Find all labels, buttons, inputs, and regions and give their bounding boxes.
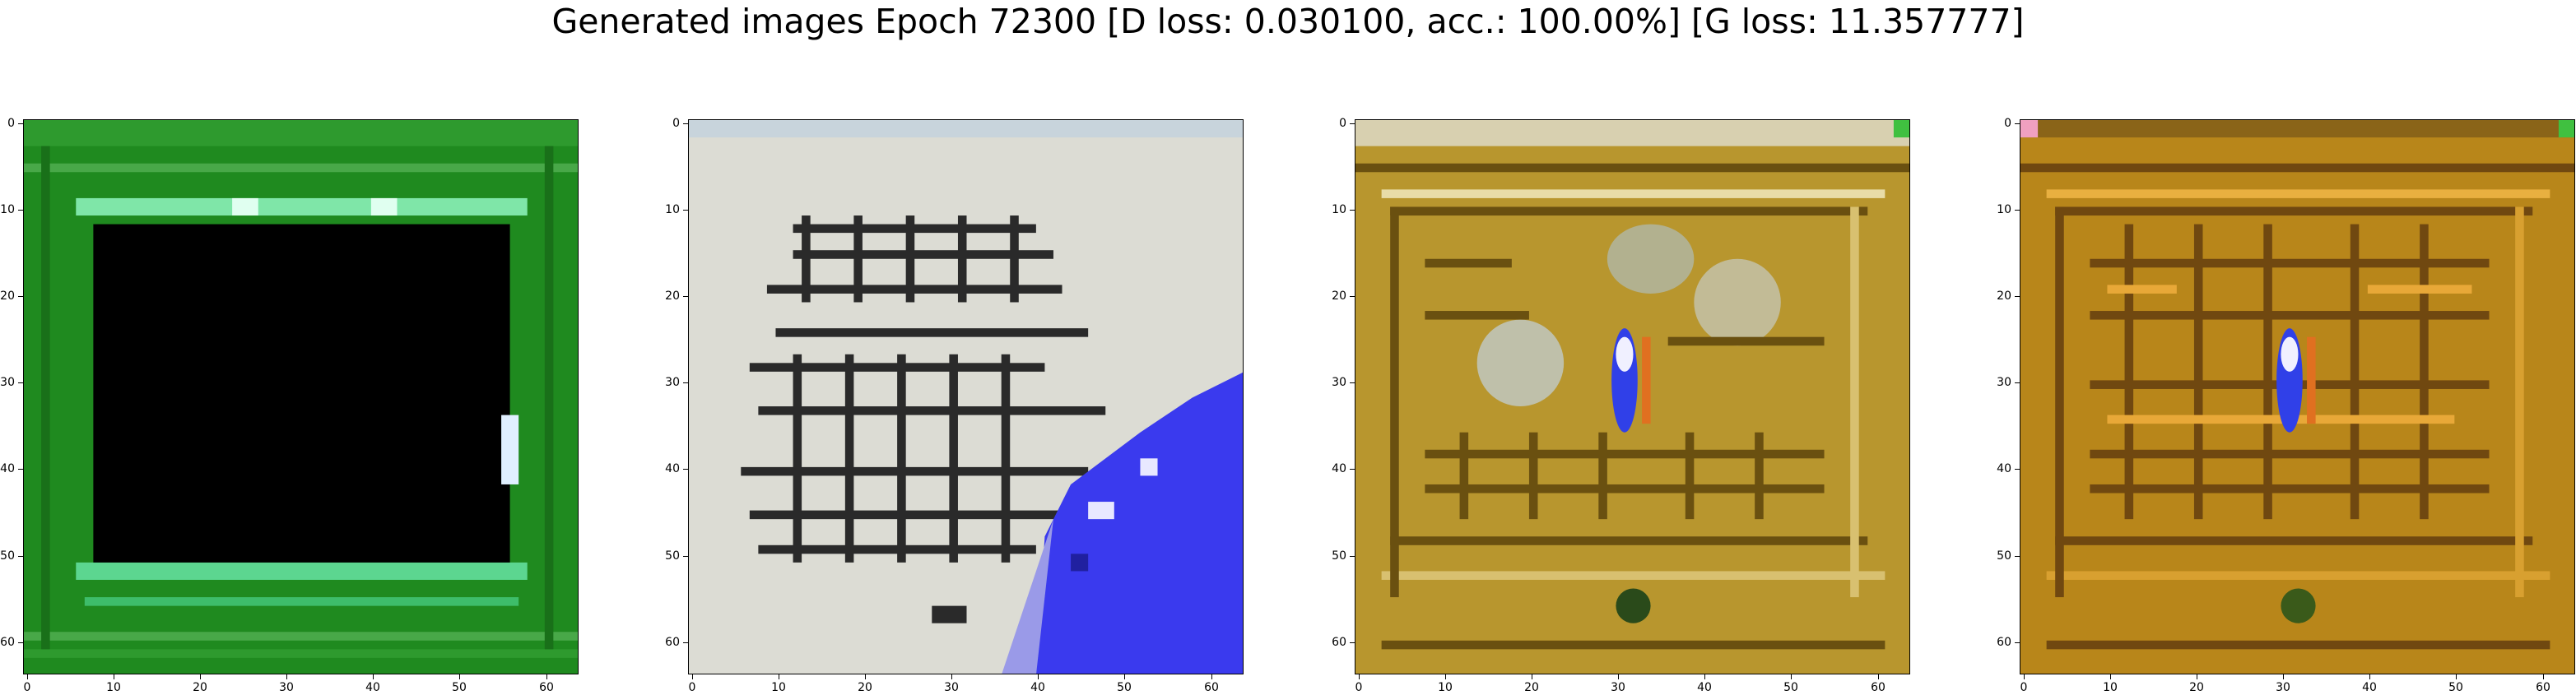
x-tick: 10 bbox=[2094, 674, 2127, 693]
x-tick: 20 bbox=[1515, 674, 1548, 693]
x-tick: 50 bbox=[2439, 674, 2472, 693]
x-tick: 60 bbox=[1195, 674, 1228, 693]
y-tick: 30 bbox=[0, 377, 23, 388]
y-tick: 20 bbox=[1978, 290, 2020, 302]
y-tick: 30 bbox=[1314, 377, 1355, 388]
golden-grid-blue-spot-image bbox=[1355, 120, 1909, 674]
y-tick: 0 bbox=[1978, 118, 2020, 129]
y-tick: 50 bbox=[647, 550, 688, 562]
y-tick: 60 bbox=[1314, 637, 1355, 648]
image-axes-1 bbox=[23, 119, 579, 674]
y-tick: 20 bbox=[0, 290, 23, 302]
sample-panel-4: 0 10 20 30 40 50 60 0 10 20 30 40 50 60 bbox=[1997, 118, 2575, 693]
x-tick: 0 bbox=[2007, 674, 2040, 693]
y-tick: 20 bbox=[647, 290, 688, 302]
x-tick: 30 bbox=[270, 674, 303, 693]
y-tick: 20 bbox=[1314, 290, 1355, 302]
y-tick: 40 bbox=[647, 463, 688, 475]
y-tick: 50 bbox=[1978, 550, 2020, 562]
x-tick: 20 bbox=[849, 674, 881, 693]
y-tick: 40 bbox=[0, 463, 23, 475]
image-axes-4 bbox=[2020, 119, 2575, 674]
x-tick: 10 bbox=[97, 674, 130, 693]
y-tick: 50 bbox=[0, 550, 23, 562]
x-tick: 40 bbox=[1688, 674, 1721, 693]
x-tick: 30 bbox=[2267, 674, 2299, 693]
x-tick: 60 bbox=[1862, 674, 1895, 693]
y-tick: 0 bbox=[0, 118, 23, 129]
image-axes-3 bbox=[1355, 119, 1910, 674]
y-tick: 30 bbox=[647, 377, 688, 388]
y-tick: 40 bbox=[1314, 463, 1355, 475]
x-tick: 0 bbox=[11, 674, 44, 693]
x-tick: 10 bbox=[762, 674, 795, 693]
x-tick: 50 bbox=[443, 674, 476, 693]
image-axes-2 bbox=[688, 119, 1244, 674]
y-tick: 60 bbox=[647, 637, 688, 648]
x-tick: 20 bbox=[184, 674, 216, 693]
y-tick: 10 bbox=[0, 204, 23, 215]
x-tick: 30 bbox=[935, 674, 968, 693]
y-tick: 60 bbox=[1978, 637, 2020, 648]
y-tick: 10 bbox=[647, 204, 688, 215]
y-tick: 40 bbox=[1978, 463, 2020, 475]
x-tick: 60 bbox=[2527, 674, 2560, 693]
y-tick: 50 bbox=[1314, 550, 1355, 562]
sample-panel-2: 0 10 20 30 40 50 60 0 10 20 30 40 50 60 bbox=[665, 118, 1244, 693]
sample-panel-3: 0 10 20 30 40 50 60 0 10 20 30 40 50 60 bbox=[1332, 118, 1910, 693]
x-tick: 60 bbox=[530, 674, 563, 693]
y-tick: 10 bbox=[1978, 204, 2020, 215]
y-tick: 0 bbox=[647, 118, 688, 129]
x-tick: 0 bbox=[676, 674, 709, 693]
figure-title: Generated images Epoch 72300 [D loss: 0.… bbox=[551, 2, 2025, 41]
white-grid-blue-corner-image bbox=[689, 120, 1243, 674]
sample-panel-1: 0 10 20 30 40 50 60 0 10 20 30 40 50 60 bbox=[0, 118, 579, 693]
y-tick: 0 bbox=[1314, 118, 1355, 129]
x-tick: 50 bbox=[1108, 674, 1141, 693]
x-tick: 40 bbox=[1021, 674, 1054, 693]
orange-grid-blue-spot-image bbox=[2020, 120, 2574, 674]
x-tick: 0 bbox=[1342, 674, 1375, 693]
x-tick: 40 bbox=[356, 674, 389, 693]
x-tick: 10 bbox=[1429, 674, 1462, 693]
x-tick: 40 bbox=[2353, 674, 2386, 693]
x-tick: 50 bbox=[1774, 674, 1807, 693]
x-tick: 30 bbox=[1602, 674, 1634, 693]
x-tick: 20 bbox=[2180, 674, 2213, 693]
y-tick: 10 bbox=[1314, 204, 1355, 215]
y-tick: 60 bbox=[0, 637, 23, 648]
y-tick: 30 bbox=[1978, 377, 2020, 388]
green-frame-black-center-image bbox=[24, 120, 578, 674]
